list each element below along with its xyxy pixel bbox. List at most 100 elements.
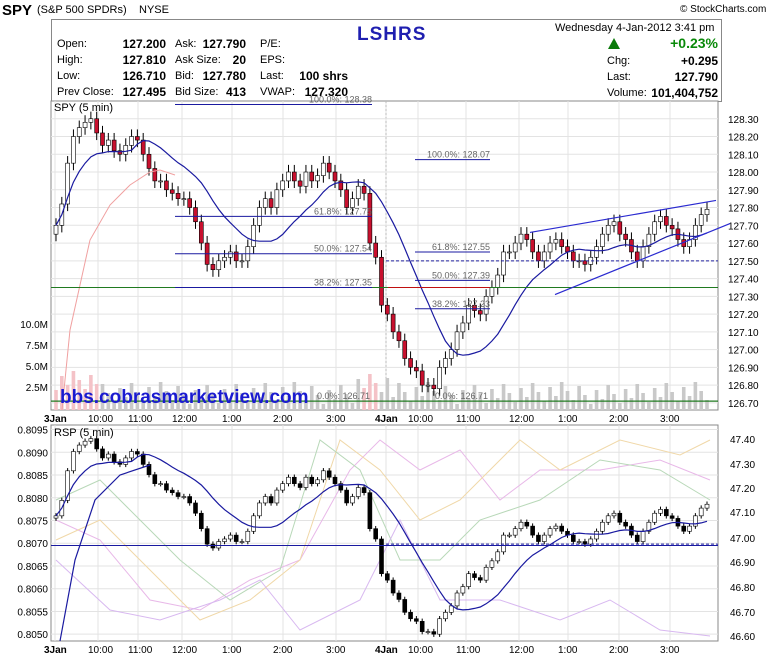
rsp-candle-body <box>280 483 285 491</box>
candle-body <box>158 180 163 183</box>
ticker-symbol: SPY <box>2 2 33 19</box>
rsp-candle-body <box>129 451 134 459</box>
candle-body <box>541 251 547 262</box>
volume-bar <box>112 402 116 410</box>
candle-body <box>594 246 599 258</box>
candle-body <box>239 260 245 263</box>
overlay-line <box>55 439 711 601</box>
rsp-candle-body <box>71 451 76 472</box>
volume-bar <box>333 399 337 410</box>
price-tick-label: 127.40 <box>728 275 759 286</box>
rsp-candle-body <box>169 489 175 493</box>
candle-body <box>495 274 501 288</box>
candle-body <box>652 221 657 235</box>
rsp-candle-body <box>321 470 326 481</box>
candle-body <box>414 367 419 372</box>
volume-bar <box>397 383 401 410</box>
volume-bar <box>559 382 564 410</box>
candle-body <box>76 127 82 137</box>
volume-bar <box>251 388 256 410</box>
volume-tick-label: 10.0M <box>20 320 48 331</box>
candle-body <box>53 225 59 235</box>
low-value: 126.710 <box>122 69 166 83</box>
volume-bar <box>71 371 76 410</box>
volume-bar <box>356 379 361 410</box>
volume-bar <box>495 398 500 410</box>
candle-body <box>286 171 291 182</box>
rsp-candle-body <box>669 515 675 519</box>
volume-bar <box>309 386 314 410</box>
fib-label: 38.2%: 127.35 <box>314 277 372 287</box>
fib-label: 0.0%: 126.71 <box>435 391 488 401</box>
volume-bar <box>60 376 64 410</box>
candle-body <box>181 198 187 200</box>
candle-body <box>146 153 152 169</box>
price-tick-label: 127.90 <box>728 186 759 197</box>
rsp-candle-body <box>419 621 425 632</box>
rsp-left-label: 0.8080 <box>17 494 48 505</box>
volume-bar <box>164 391 169 410</box>
rsp-candle-body <box>524 521 530 527</box>
channel-upper <box>529 199 717 234</box>
candle-body <box>228 251 233 258</box>
volume-bar <box>658 397 663 410</box>
candle-body <box>280 180 285 191</box>
rsp-candle-body <box>350 496 355 504</box>
volume-bar <box>437 400 442 410</box>
candle-body <box>187 198 192 208</box>
rsp-candle-body <box>448 605 454 613</box>
rsp-candle-body <box>222 538 227 542</box>
price-tick-label: 126.70 <box>728 399 759 410</box>
rsp-candle-body <box>617 512 623 523</box>
volume-bar <box>577 386 581 410</box>
volume-tick-label: 2.5M <box>26 383 48 394</box>
volume-bar <box>368 374 372 410</box>
candle-body <box>82 122 88 128</box>
rsp-x-label: 11:00 <box>128 645 153 656</box>
candle-body <box>704 209 710 215</box>
ask-size-label: Ask Size: <box>175 54 221 66</box>
rsp-candle-body <box>111 453 117 463</box>
overlay-line <box>55 439 711 611</box>
candle-body <box>559 239 564 247</box>
chart-title: LSHRS <box>357 24 427 45</box>
volume-tick-label: 5.0M <box>26 362 48 373</box>
price-tick-label: 127.20 <box>728 310 759 321</box>
rsp-candle-body <box>390 579 396 594</box>
rsp-left-label: 0.8060 <box>17 585 48 596</box>
volume-bar <box>594 390 599 410</box>
rsp-candle-body <box>489 560 495 568</box>
volume-bar <box>443 386 448 410</box>
rsp-candle-body <box>396 592 402 600</box>
volume-bar <box>426 382 430 410</box>
volume-bar <box>89 375 93 410</box>
volume-bar <box>408 401 413 410</box>
price-tick-label: 127.10 <box>728 328 759 339</box>
rsp-candle-body <box>605 515 611 523</box>
rsp-candle-body <box>408 612 413 620</box>
volume-bar <box>554 396 558 410</box>
price-x-label: 3:00 <box>326 414 346 425</box>
volume-bar <box>519 388 523 410</box>
candle-body <box>431 384 437 389</box>
volume-bar <box>693 382 698 410</box>
volume-bar <box>298 391 302 410</box>
datetime: Wednesday 4-Jan-2012 3:41 pm <box>555 22 715 34</box>
prev-close-label: Prev Close: <box>57 86 114 98</box>
rsp-candle-body <box>216 541 222 549</box>
rsp-candle-body <box>634 534 640 542</box>
candle-body <box>408 358 413 368</box>
candle-body <box>233 251 239 262</box>
volume-bar <box>65 385 70 410</box>
volume-bar <box>362 388 366 410</box>
candle-body <box>88 118 94 123</box>
candle-body <box>210 264 216 271</box>
rsp-candle-body <box>65 470 70 501</box>
rsp-left-label: 0.8095 <box>17 426 48 437</box>
volume-bar <box>583 395 587 410</box>
rsp-candle-body <box>82 440 88 446</box>
volume-bar <box>199 399 204 410</box>
rsp-candle-body <box>106 453 111 459</box>
price-tick-label: 126.80 <box>728 381 759 392</box>
rsp-x-label: 2:00 <box>609 645 629 656</box>
